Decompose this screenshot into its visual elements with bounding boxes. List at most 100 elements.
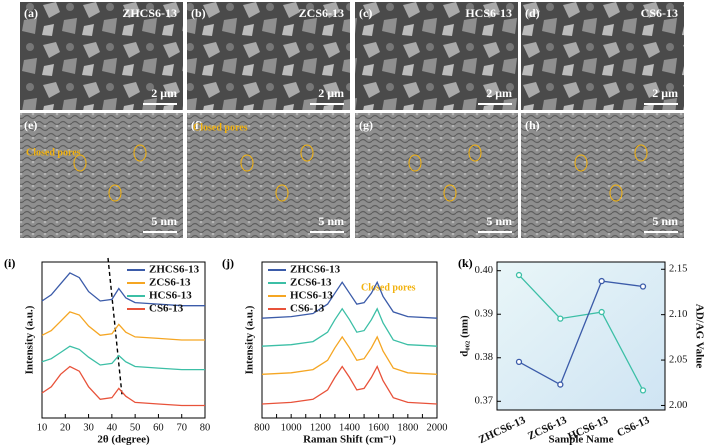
scale-label: 2 μm	[486, 86, 512, 100]
legend-label: ZCS6-13	[149, 277, 191, 289]
tem-image	[355, 113, 518, 238]
x-tick-label: ZHCS6-13	[477, 414, 528, 446]
pore-marker	[443, 184, 457, 202]
marker	[515, 358, 523, 366]
sample-name: CS6-13	[641, 6, 678, 20]
y-tick-label: 0.39	[475, 309, 493, 320]
legend-label: ZCS6-13	[290, 277, 332, 289]
legend-label: HCS6-13	[290, 290, 333, 302]
x-tick-label: 60	[153, 422, 164, 433]
panel-label: (j)	[222, 256, 234, 270]
x-axis-label: 2θ (degree)	[97, 434, 150, 446]
x-tick-label: 40	[107, 422, 118, 433]
series-line	[261, 364, 438, 405]
sem-image	[20, 2, 183, 110]
pore-marker	[574, 154, 588, 172]
marker	[639, 387, 647, 394]
scale-label: 5 nm	[151, 214, 177, 228]
pore-marker	[73, 154, 87, 172]
y-tick-label: 0.37	[475, 396, 493, 407]
pore-marker	[108, 184, 122, 202]
series-line	[41, 311, 205, 341]
series-line	[261, 335, 438, 375]
scale-label: 2 μm	[151, 86, 177, 100]
annotation: Closed pores	[193, 122, 248, 133]
pore-marker	[634, 144, 648, 162]
pore-marker	[275, 184, 289, 202]
x-tick-label: 50	[130, 422, 141, 433]
series-line	[518, 274, 644, 391]
y2-tick-label: 2.15	[669, 264, 687, 275]
pore-marker	[240, 154, 254, 172]
x-axis-label: Sample Name	[548, 434, 613, 446]
panel-label: (d)	[525, 6, 540, 20]
scale-label: 2 μm	[652, 86, 678, 100]
x-axis-label: Raman Shift (cm⁻¹)	[303, 434, 396, 446]
x-tick-label: 80	[200, 422, 211, 433]
y-axis-label: Intensity (a.u.)	[24, 305, 36, 374]
x-tick-label: 1400	[339, 422, 360, 433]
series-line	[41, 272, 205, 307]
scale-label: 5 nm	[318, 214, 344, 228]
y-axis-label: Intensity (a.u.)	[244, 305, 256, 374]
marker	[515, 271, 523, 279]
panel-label: (k)	[458, 256, 473, 270]
pore-marker	[609, 184, 623, 202]
x-tick-label: 800	[254, 422, 270, 433]
panel-label: (c)	[359, 6, 372, 20]
x-tick-label: 2000	[427, 422, 448, 433]
panel-label: (b)	[191, 6, 206, 20]
sem-image	[187, 2, 350, 110]
series-line	[41, 365, 205, 407]
y2-tick-label: 2.05	[669, 354, 687, 365]
sample-name: ZCS6-13	[299, 6, 344, 20]
marker	[639, 283, 647, 290]
scale-label: 5 nm	[652, 214, 678, 228]
x-tick-label: 1000	[281, 422, 302, 433]
legend-label: HCS6-13	[149, 290, 192, 302]
series-line	[261, 280, 438, 319]
annotation: Closed pores	[26, 147, 81, 158]
tem-image	[521, 113, 684, 238]
y2-tick-label: 2.00	[669, 400, 687, 411]
marker	[598, 277, 605, 285]
series-line	[261, 307, 438, 347]
x-tick-label: 1800	[397, 422, 418, 433]
legend-label: ZHCS6-13	[149, 264, 200, 276]
panel-label: (g)	[359, 118, 373, 132]
scale-label: 2 μm	[318, 86, 344, 100]
annotation: Closed pores	[361, 282, 416, 293]
y-tick-label: 0.38	[475, 352, 493, 363]
marker	[557, 315, 564, 322]
x-tick-label: CS6-13	[615, 414, 652, 440]
panel-label: (i)	[4, 256, 15, 270]
x-tick-label: 20	[60, 422, 71, 433]
x-tick-label: 70	[176, 422, 187, 433]
guide-line	[107, 257, 123, 396]
x-tick-label: 30	[83, 422, 94, 433]
y2-axis-label: AD/AG Value	[693, 304, 705, 369]
x-tick-label: 10	[37, 422, 48, 433]
pore-marker	[300, 144, 314, 162]
panel-label: (h)	[525, 118, 540, 132]
legend-label: CS6-13	[290, 303, 325, 315]
x-tick-label: 1600	[368, 422, 389, 433]
sample-name: HCS6-13	[465, 6, 512, 20]
series-line	[518, 280, 644, 386]
plot-frame	[496, 261, 666, 411]
plot-background	[497, 262, 665, 410]
x-tick-label: 1200	[310, 422, 331, 433]
panel-label: (e)	[24, 118, 37, 132]
pore-marker	[133, 144, 147, 162]
panel-label: (a)	[24, 6, 38, 20]
scale-label: 5 nm	[486, 214, 512, 228]
y2-tick-label: 2.10	[669, 309, 687, 320]
legend-label: CS6-13	[149, 303, 184, 315]
pore-marker	[468, 144, 482, 162]
legend-label: ZHCS6-13	[290, 264, 341, 276]
y-axis-label: d₀₀₂ (nm)	[459, 315, 471, 357]
tem-image	[20, 113, 183, 238]
marker	[598, 308, 605, 316]
tem-image	[187, 113, 350, 238]
panel-label: (f)	[191, 118, 203, 132]
